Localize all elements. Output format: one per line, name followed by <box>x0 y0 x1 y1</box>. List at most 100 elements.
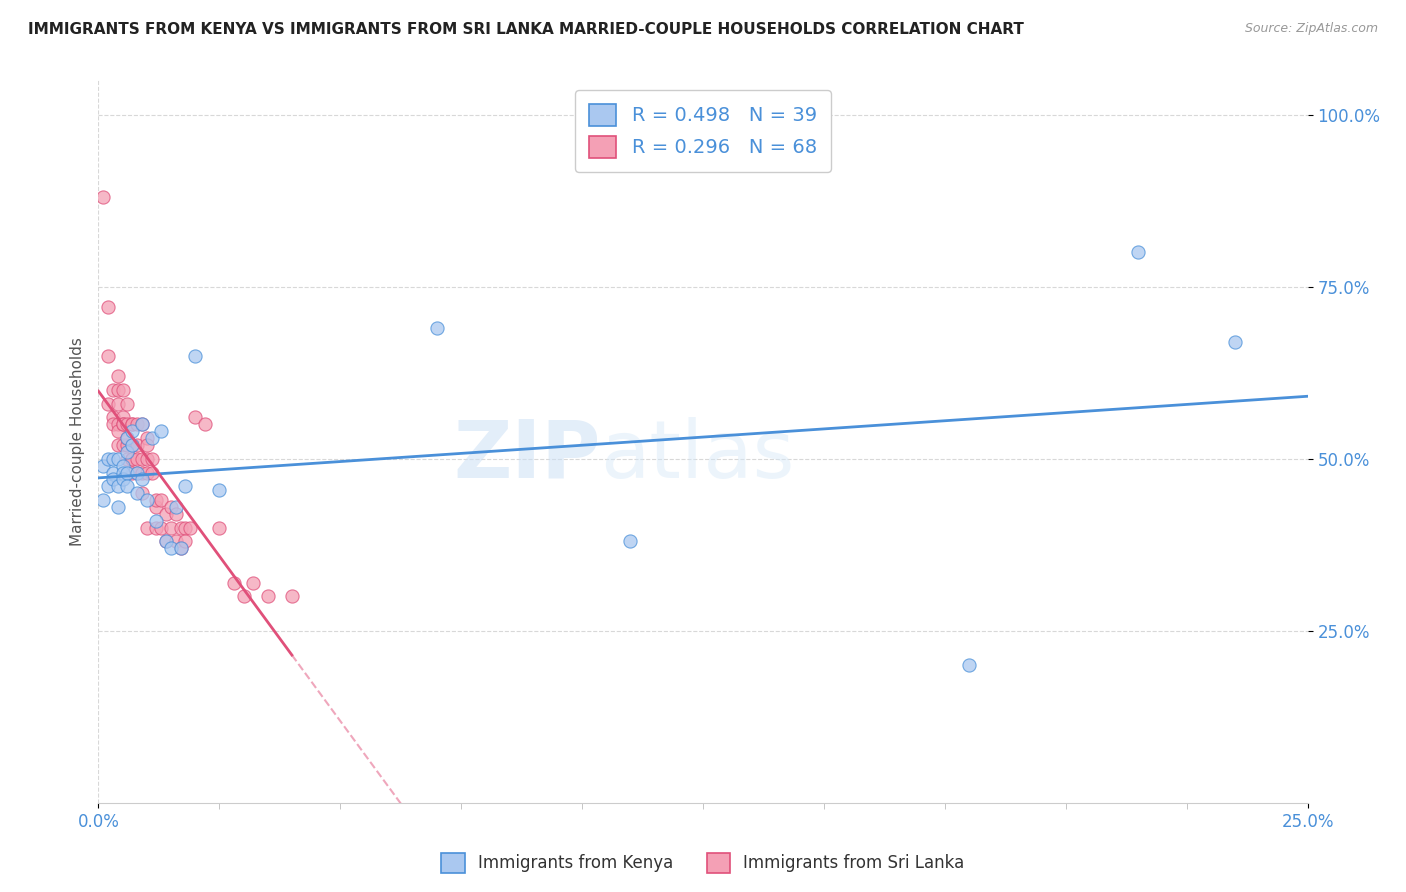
Point <box>141 451 163 466</box>
Point <box>117 479 139 493</box>
Point <box>135 520 157 534</box>
Point <box>111 417 134 432</box>
Point <box>91 493 114 508</box>
Point <box>155 534 177 549</box>
Point <box>232 590 254 604</box>
Point <box>111 383 134 397</box>
Text: ZIP: ZIP <box>453 417 600 495</box>
Point <box>222 575 245 590</box>
Point <box>165 500 187 514</box>
Point <box>141 466 163 480</box>
Text: Source: ZipAtlas.com: Source: ZipAtlas.com <box>1244 22 1378 36</box>
Point <box>169 541 191 556</box>
Y-axis label: Married-couple Households: Married-couple Households <box>69 337 84 546</box>
Legend: Immigrants from Kenya, Immigrants from Sri Lanka: Immigrants from Kenya, Immigrants from S… <box>434 847 972 880</box>
Point <box>135 493 157 508</box>
Point <box>131 472 153 486</box>
Point <box>117 445 139 459</box>
Point <box>1223 334 1246 349</box>
Point <box>150 493 173 508</box>
Point <box>107 383 129 397</box>
Point <box>117 451 139 466</box>
Point <box>107 500 129 514</box>
Point <box>131 417 153 432</box>
Point <box>121 417 143 432</box>
Point <box>155 507 177 521</box>
Point <box>150 424 173 438</box>
Point <box>174 520 197 534</box>
Point <box>184 410 207 425</box>
Point <box>97 397 120 411</box>
Point <box>131 466 153 480</box>
Point <box>111 472 134 486</box>
Point <box>107 451 129 466</box>
Point <box>101 417 124 432</box>
Point <box>208 520 231 534</box>
Point <box>242 575 264 590</box>
Point <box>127 451 149 466</box>
Point <box>145 493 167 508</box>
Point <box>165 507 187 521</box>
Point <box>107 397 129 411</box>
Point <box>117 438 139 452</box>
Point <box>91 190 114 204</box>
Point <box>91 458 114 473</box>
Point <box>145 500 167 514</box>
Text: atlas: atlas <box>600 417 794 495</box>
Point <box>101 472 124 486</box>
Point <box>107 479 129 493</box>
Point <box>160 520 183 534</box>
Point <box>127 417 149 432</box>
Point <box>111 466 134 480</box>
Point <box>169 541 191 556</box>
Point <box>127 438 149 452</box>
Point <box>121 424 143 438</box>
Point <box>111 417 134 432</box>
Point <box>1128 245 1150 260</box>
Point <box>141 431 163 445</box>
Point <box>174 534 197 549</box>
Point <box>131 451 153 466</box>
Point <box>179 520 201 534</box>
Point <box>117 466 139 480</box>
Point <box>169 520 191 534</box>
Point <box>957 658 980 673</box>
Point <box>97 301 120 315</box>
Point <box>101 451 124 466</box>
Point <box>97 349 120 363</box>
Point <box>165 534 187 549</box>
Point <box>194 417 217 432</box>
Point <box>184 349 207 363</box>
Point <box>281 590 304 604</box>
Point <box>145 514 167 528</box>
Point <box>131 486 153 500</box>
Point <box>121 438 143 452</box>
Point <box>145 520 167 534</box>
Point <box>111 458 134 473</box>
Point <box>121 451 143 466</box>
Point <box>121 417 143 432</box>
Point <box>111 438 134 452</box>
Point <box>107 438 129 452</box>
Point <box>135 431 157 445</box>
Point <box>121 438 143 452</box>
Point <box>160 541 183 556</box>
Text: IMMIGRANTS FROM KENYA VS IMMIGRANTS FROM SRI LANKA MARRIED-COUPLE HOUSEHOLDS COR: IMMIGRANTS FROM KENYA VS IMMIGRANTS FROM… <box>28 22 1024 37</box>
Point <box>101 383 124 397</box>
Point <box>117 431 139 445</box>
Point <box>135 466 157 480</box>
Point <box>101 410 124 425</box>
Point <box>135 451 157 466</box>
Point <box>426 321 449 335</box>
Point <box>619 534 641 549</box>
Legend: R = 0.498   N = 39, R = 0.296   N = 68: R = 0.498 N = 39, R = 0.296 N = 68 <box>575 90 831 172</box>
Point <box>107 369 129 384</box>
Point <box>111 410 134 425</box>
Point <box>97 479 120 493</box>
Point <box>121 466 143 480</box>
Point <box>256 590 278 604</box>
Point <box>117 397 139 411</box>
Point <box>97 451 120 466</box>
Point <box>174 479 197 493</box>
Point <box>150 520 173 534</box>
